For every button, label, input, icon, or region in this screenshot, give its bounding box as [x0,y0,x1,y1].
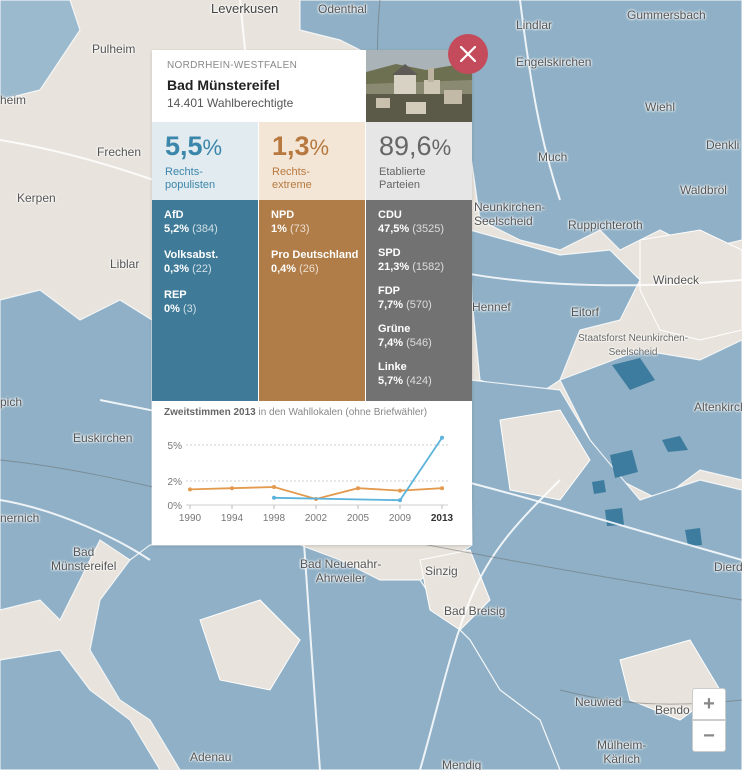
column-established-parties: 89,6% Etablierte Parteien CDU 47,5% (3525)… [366,122,472,401]
place-pich: pich [0,395,23,409]
place-odenthal: Odenthal [318,2,367,16]
trend-chart-svg: 5% 2% 0%1990 1994 1998 2002 2005 2009 2013 [168,435,454,524]
card-header: NORDRHEIN-WESTFALEN Bad Münstereifel 14.… [152,50,366,122]
x-tick-label: 2013 [431,513,454,524]
parties-right-extremists: NPD 1% (73) Pro Deutschland 0,4% (26) [259,200,365,401]
summary-right-populists: 5,5% Rechts-populisten [152,122,258,200]
place-gummersbach: Gummersbach [627,8,706,22]
place-adenau: Adenau [190,750,232,764]
close-icon [459,45,477,63]
parties-established: CDU 47,5% (3525) SPD 21,3% (1582) FDP 7,7% … [366,200,472,401]
series-line-2 [273,437,443,502]
x-tick-label: 2009 [389,513,412,524]
place-heim: heim [0,93,27,107]
place-euskirchen: Euskirchen [73,431,133,445]
trend-chart: Zweitstimmen 2013 in den Wahllokalen (oh… [152,401,472,545]
pct-right-extremists: 1,3% [272,131,330,161]
series-point-1 [230,486,234,491]
place-leverkusen: Leverkusen [211,1,279,16]
y-tick-label: 2% [168,477,183,488]
party-entry: FDP 7,7% (570) [378,285,432,311]
party-entry: Volksabst. 0,3% (22) [164,249,219,275]
type-established-parties: Etablierte Parteien [379,166,426,191]
party-entry: NPD 1% (73) [271,209,310,235]
place-dierdorf: Dierd [714,560,742,574]
place-staatsforst: Staatsforst Neunkirchen- Seelscheid [578,333,689,358]
series-point-1 [440,486,444,491]
x-tick-label: 1994 [221,513,244,524]
party-entry: Grüne 7,4% (546) [378,323,432,349]
place-bad-muenstereifel: Bad Münstereifel [51,545,117,573]
town-name: Bad Münstereifel [167,77,280,93]
type-right-extremists: Rechts-extreme [272,166,312,191]
series-point-1 [356,486,360,491]
party-entry: SPD 21,3% (1582) [378,247,445,273]
place-engelskirchen: Engelskirchen [516,55,592,69]
x-tick-label: 2005 [347,513,370,524]
place-windeck: Windeck [653,273,700,287]
place-neunkirchen: Neunkirchen- Seelscheid [474,200,546,228]
summary-right-extremists: 1,3% Rechts-extreme [259,122,365,200]
party-entry: CDU 47,5% (3525) [378,209,445,235]
eligible-voters: 14.401 Wahlberechtigte [167,96,294,110]
place-muelheim: Mülheim- Kärlich [597,738,647,766]
place-sinzig: Sinzig [425,564,458,578]
place-altenkirchen: Altenkirch [694,400,742,414]
place-lindlar: Lindlar [516,18,553,32]
zoom-out-button[interactable]: − [692,720,726,752]
parties-right-populists: AfD 5,2% (384) Volksabst. 0,3% (22) REP 0% … [152,200,258,401]
municipality-info-card: NORDRHEIN-WESTFALEN Bad Münstereifel 14.… [152,50,472,545]
place-neuwied: Neuwied [575,695,622,709]
place-bad-neuenahr: Bad Neuenahr- Ahrweiler [300,557,382,585]
place-eitorf: Eitorf [571,305,600,319]
place-much: Much [538,150,568,164]
y-tick-label: 5% [168,441,183,452]
place-denkli: Denkli [706,138,740,152]
close-button[interactable] [448,34,488,74]
place-bendorf: Bendo [655,703,690,717]
place-kerpen: Kerpen [17,191,56,205]
place-ruppichteroth: Ruppichteroth [568,218,643,232]
series-point-1 [188,487,192,492]
pct-established-parties: 89,6% [379,131,452,161]
series-point-2 [398,498,402,503]
region-label: NORDRHEIN-WESTFALEN [167,60,298,71]
type-right-populists: Rechts-populisten [165,166,216,191]
series-point-2 [272,495,276,500]
x-tick-label: 1998 [263,513,286,524]
zoom-in-button[interactable]: + [692,688,726,720]
summary-established-parties: 89,6% Etablierte Parteien [366,122,472,200]
place-pulheim: Pulheim [92,42,136,56]
pct-right-populists: 5,5% [165,131,223,161]
place-bad-breisig: Bad Breisig [444,604,506,618]
party-entry: Pro Deutschland 0,4% (26) [271,249,359,275]
party-entry: AfD 5,2% (384) [164,209,218,235]
place-nernich: nernich [0,511,40,525]
x-tick-label: 2002 [305,513,328,524]
place-liblar: Liblar [110,257,140,271]
party-entry: REP 0% (3) [164,289,197,315]
column-right-populists: 5,5% Rechts-populisten AfD 5,2% (384) Vol… [152,122,258,401]
series-point-2 [440,435,444,440]
place-frechen: Frechen [97,145,142,159]
place-waldbroel: Waldbröl [680,183,727,197]
series-point-1 [398,488,402,493]
y-tick-label: 0% [168,501,183,512]
party-entry: Linke 5,7% (424) [378,361,432,387]
chart-title: Zweitstimmen 2013 in den Wahllokalen (oh… [164,407,428,418]
column-right-extremists: 1,3% Rechts-extreme NPD 1% (73) Pro Deuts… [259,122,365,401]
series-point-1 [272,485,276,489]
place-hennef: Hennef [472,300,511,314]
x-tick-label: 1990 [179,513,202,524]
place-mendig: Mendig [442,758,482,770]
place-wiehl: Wiehl [645,100,676,114]
